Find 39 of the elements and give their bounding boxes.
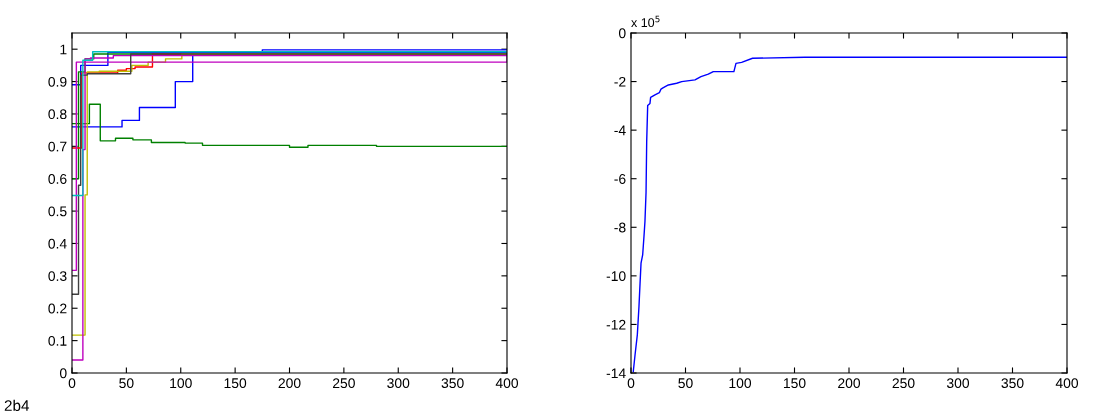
y-tick-label: 0.2 xyxy=(48,303,67,314)
x-tick-label: 400 xyxy=(1055,378,1079,389)
x-tick-label: 350 xyxy=(441,378,464,389)
x-tick-label: 200 xyxy=(838,378,861,389)
x-tick-label: 50 xyxy=(678,378,693,389)
y-tick-label: 0.7 xyxy=(48,141,67,152)
x-tick-label: 0 xyxy=(627,378,635,389)
x-tick-label: 250 xyxy=(892,378,915,389)
y-tick-label: 0.9 xyxy=(48,76,67,87)
y-tick-label: 0.3 xyxy=(48,271,67,282)
y-tick-label: 0 xyxy=(59,368,67,379)
y-tick-label: 0.6 xyxy=(48,174,67,184)
y-tick-label: -14 xyxy=(606,368,626,379)
x-tick-label: 150 xyxy=(224,378,247,389)
y-tick-label: 0.1 xyxy=(48,335,67,346)
x-tick-label: 400 xyxy=(495,378,519,389)
y-tick-label: -2 xyxy=(614,76,626,87)
y-tick-label: -10 xyxy=(606,271,626,282)
y-tick-label: 1 xyxy=(60,44,67,55)
y-tick-label: 0 xyxy=(618,28,626,39)
y-tick-label: -4 xyxy=(614,125,626,136)
y-tick-label: 0.5 xyxy=(48,206,67,217)
x-tick-label: 250 xyxy=(332,378,355,389)
y-tick-label: 0.4 xyxy=(48,238,67,249)
x-tick-label: 100 xyxy=(170,378,192,389)
y-tick-label: -8 xyxy=(614,222,626,233)
x-tick-label: 300 xyxy=(387,378,410,389)
text: x 10$^{5}$ xyxy=(631,15,660,28)
text: 2b4 xyxy=(4,399,30,411)
x-tick-label: 150 xyxy=(783,378,806,389)
x-tick-label: 350 xyxy=(1001,378,1024,389)
y-tick-label: -12 xyxy=(606,319,626,330)
y-tick-label: -6 xyxy=(614,174,626,184)
y-tick-label: 0.8 xyxy=(48,109,67,120)
x-tick-label: 100 xyxy=(729,378,752,389)
x-tick-label: 50 xyxy=(119,378,134,389)
x-tick-label: 200 xyxy=(278,378,301,389)
x-tick-label: 0 xyxy=(68,378,76,389)
x-tick-label: 300 xyxy=(946,378,970,389)
